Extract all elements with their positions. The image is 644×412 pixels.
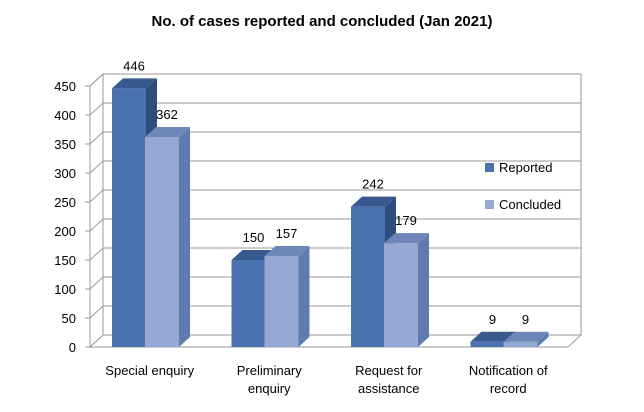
- legend-swatch-reported: [485, 163, 494, 172]
- bar-concluded: [264, 255, 299, 347]
- x-category-label: assistance: [358, 381, 419, 396]
- bar-top-face: [145, 127, 190, 138]
- y-tick-label: 250: [54, 195, 76, 210]
- bar-side-face: [298, 245, 310, 347]
- data-label: 362: [156, 107, 178, 122]
- gridline: [89, 189, 581, 203]
- x-category-label: Special enquiry: [105, 363, 194, 378]
- chart-title: No. of cases reported and concluded (Jan…: [151, 13, 493, 30]
- bar-concluded: [384, 243, 418, 347]
- bar-top-face: [351, 196, 396, 207]
- legend-label-concluded: Concluded: [499, 197, 561, 212]
- gridline: [89, 218, 581, 232]
- y-tick-label: 50: [62, 311, 76, 326]
- y-tick-label: 300: [54, 166, 76, 181]
- bar-reported: [351, 206, 385, 347]
- x-category-label: Preliminary: [237, 363, 303, 378]
- data-label: 9: [522, 312, 529, 327]
- y-tick-label: 350: [54, 137, 76, 152]
- bar-top-face: [503, 331, 549, 342]
- plot-side-wall: [89, 72, 104, 349]
- y-tick-label: 0: [69, 340, 76, 355]
- data-label: 242: [362, 177, 384, 192]
- legend-swatch-concluded: [485, 200, 494, 209]
- data-label: 9: [489, 312, 496, 327]
- bar-top-face: [112, 78, 157, 89]
- y-tick-label: 200: [54, 224, 76, 239]
- bar-reported: [112, 88, 146, 347]
- bar-reported: [470, 341, 505, 347]
- y-tick-label: 450: [54, 79, 76, 94]
- y-tick-label: 400: [54, 108, 76, 123]
- x-category-label: Notification of: [469, 363, 548, 378]
- bar-side-face: [537, 331, 549, 347]
- bar-top-face: [264, 245, 310, 256]
- bar-side-face: [418, 233, 429, 347]
- gridline: [89, 131, 581, 145]
- gridline: [89, 73, 581, 87]
- x-category-label: record: [490, 381, 527, 396]
- y-tick-label: 150: [54, 253, 76, 268]
- gridline: [89, 160, 581, 174]
- data-label: 446: [123, 58, 145, 73]
- data-label: 179: [395, 213, 417, 228]
- bar-top-face: [470, 331, 516, 342]
- data-label: 150: [243, 230, 265, 245]
- bar-concluded: [503, 341, 538, 347]
- bar-reported: [231, 260, 266, 347]
- bar-side-face: [179, 127, 190, 347]
- gridline: [89, 102, 581, 116]
- y-tick-label: 100: [54, 282, 76, 297]
- x-category-label: enquiry: [248, 381, 291, 396]
- data-label: 157: [276, 226, 298, 241]
- x-category-label: Request for: [355, 363, 423, 378]
- bar-top-face: [384, 233, 429, 244]
- bar-concluded: [145, 137, 179, 347]
- legend-label-reported: Reported: [499, 160, 552, 175]
